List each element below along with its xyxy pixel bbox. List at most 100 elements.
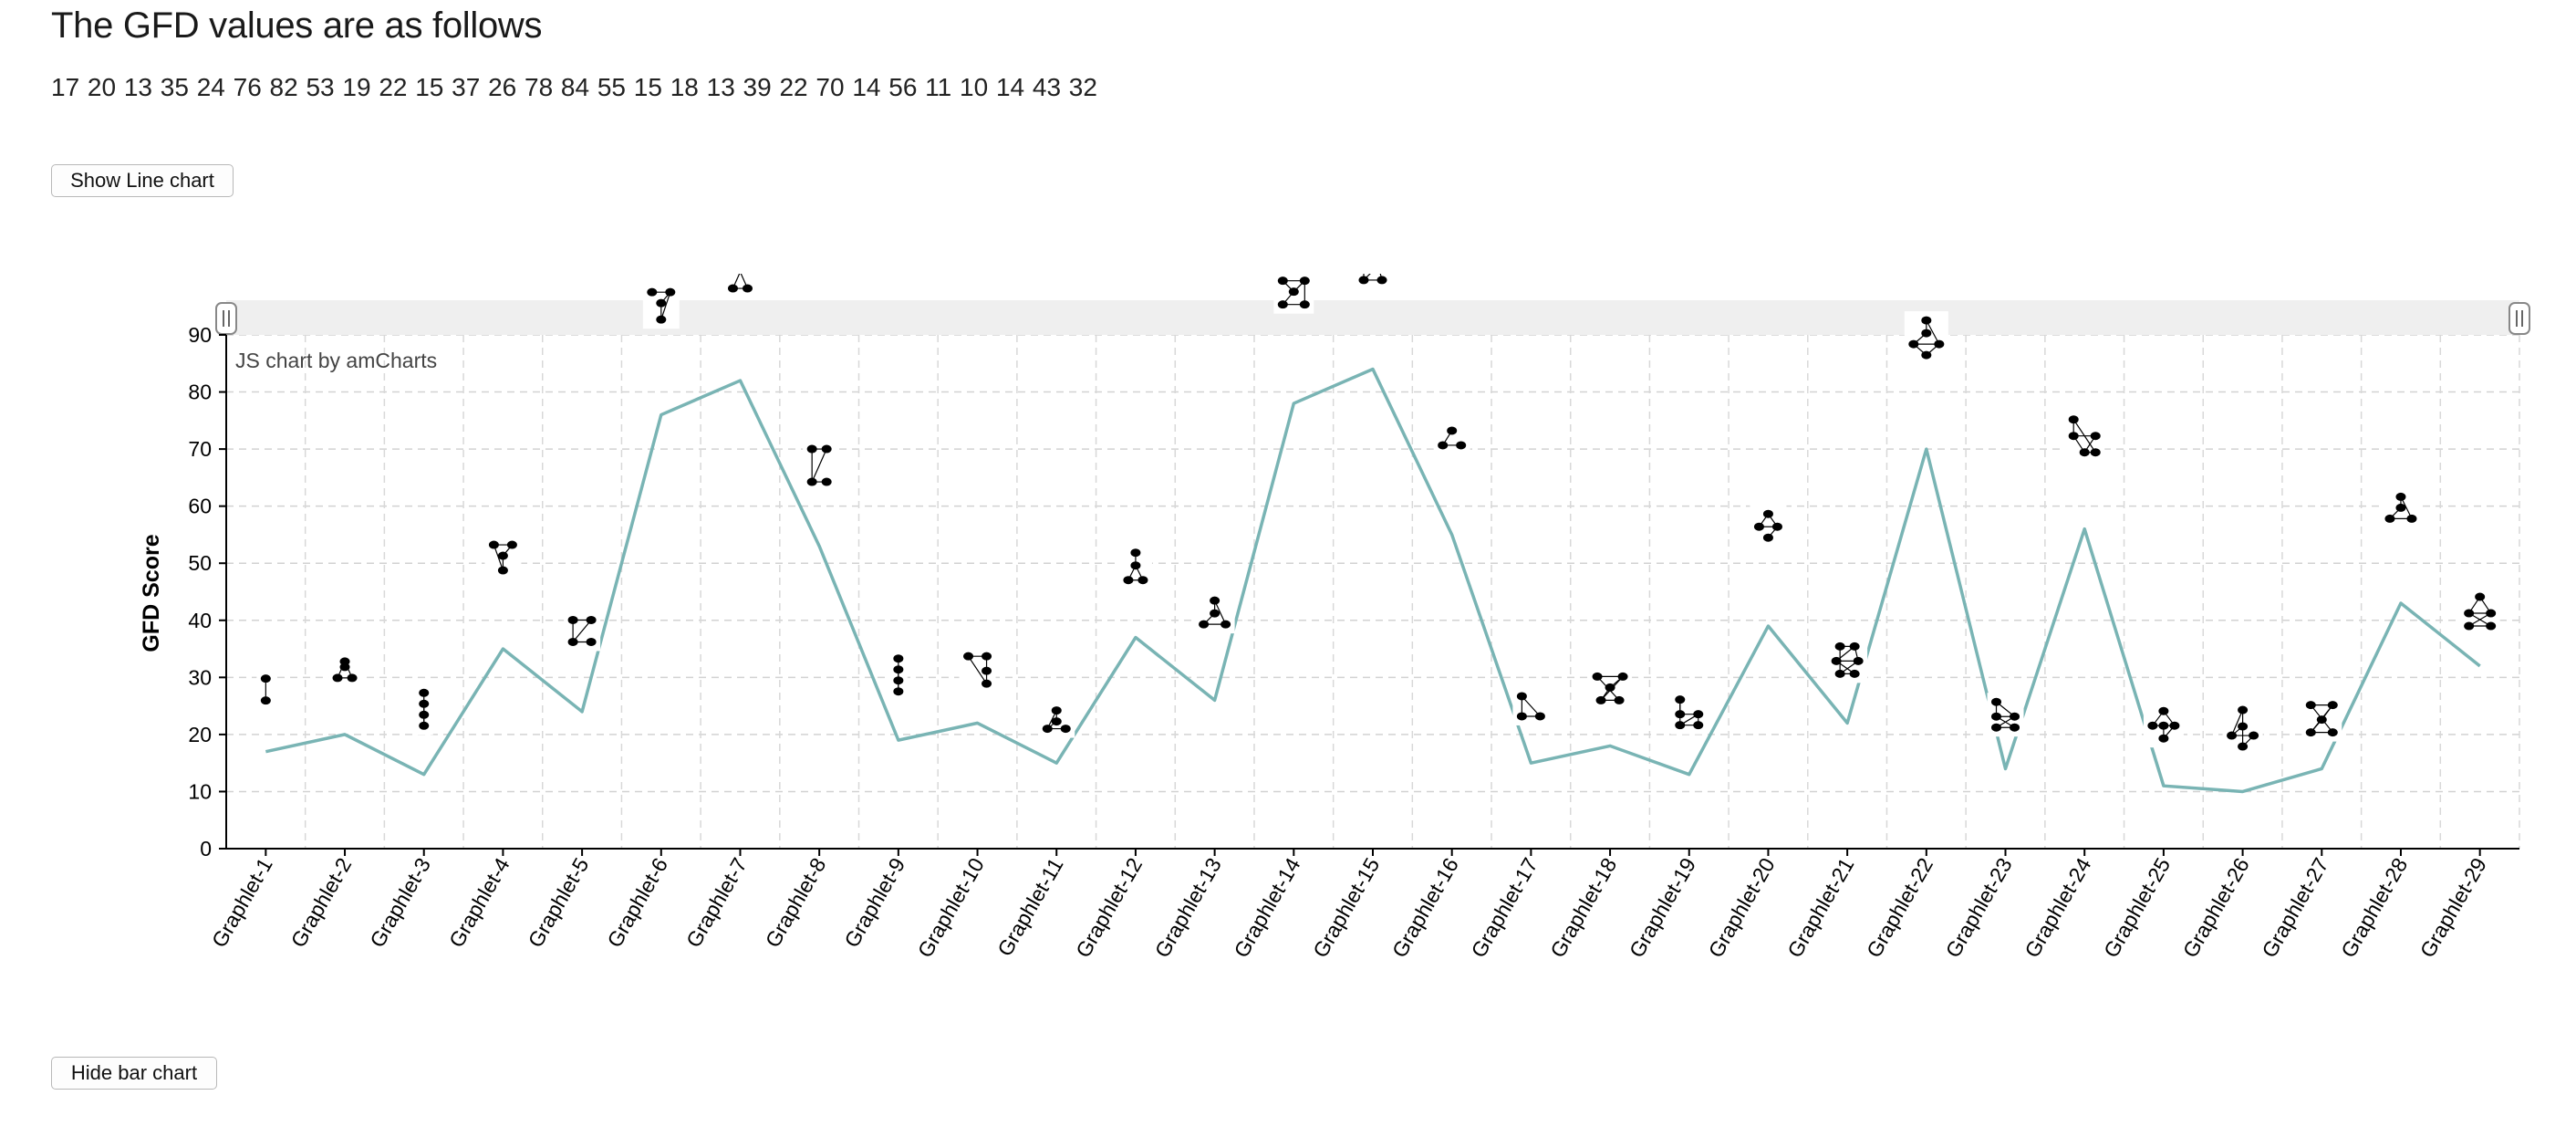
x-tick-label: Graphlet-15 (1308, 854, 1384, 962)
x-tick-label: Graphlet-5 (524, 854, 594, 952)
graphlet-node (806, 477, 817, 486)
show-line-chart-button[interactable]: Show Line chart (51, 164, 234, 197)
y-tick-label: 50 (188, 551, 212, 575)
graphlet-node (1908, 339, 1919, 349)
graphlet-node (2475, 592, 2486, 601)
x-tick-label: Graphlet-13 (1150, 854, 1226, 962)
scrollbar-right-handle[interactable] (2508, 302, 2530, 335)
graphlet-edge (1926, 319, 1940, 345)
graphlet-node (2090, 432, 2101, 441)
graphlet-node (347, 673, 358, 683)
graphlet-node (2227, 731, 2238, 740)
scrollbar-left-handle[interactable] (215, 302, 237, 335)
graphlet-node (1199, 620, 1210, 629)
graphlet-diagram-icon (1588, 667, 1633, 710)
graphlet-node (1456, 441, 1467, 450)
graphlet-node (2305, 701, 2316, 710)
graphlet-node (806, 444, 817, 454)
y-tick-labels: 0 10 20 30 40 50 60 70 80 90 (188, 323, 226, 861)
graphlet-diagram-icon (642, 283, 680, 329)
graphlet-node (1130, 561, 1141, 570)
graphlet-backdrop (723, 274, 757, 298)
graphlet-node (2316, 715, 2327, 725)
graphlet-node (1516, 692, 1527, 701)
chart-scrollbar[interactable] (215, 300, 2530, 335)
graphlet-edge (740, 274, 749, 289)
x-tick-label: Graphlet-29 (2415, 854, 2491, 962)
graphlet-diagram-icon (564, 610, 601, 652)
graphlet-node (2169, 721, 2180, 730)
y-tick-label: 30 (188, 665, 212, 689)
graphlet-edge (1379, 274, 1383, 281)
graphlet-node (2305, 728, 2316, 737)
scrollbar-track[interactable] (226, 300, 2519, 335)
graphlet-node (1693, 710, 1704, 719)
graphlet-node (2158, 734, 2169, 743)
graphlet-diagram-icon (1038, 701, 1075, 738)
graphlet-node (1762, 533, 1773, 542)
graphlet-node (1753, 522, 1764, 531)
graphlet-edge (572, 620, 592, 642)
graphlet-node (2406, 514, 2417, 523)
graphlet-node (1447, 426, 1458, 435)
y-tick-label: 0 (200, 837, 212, 861)
x-tick-label: Graphlet-4 (444, 853, 514, 951)
graphlet-edge (660, 291, 671, 320)
graphlet-node (419, 699, 430, 708)
x-tick-label: Graphlet-18 (1545, 854, 1621, 962)
x-tick-label: Graphlet-17 (1466, 854, 1542, 962)
graphlet-node (339, 662, 350, 672)
x-tick-label: Graphlet-23 (1941, 854, 2017, 962)
graphlet-diagram-icon (2301, 695, 2342, 742)
graphlet-diagram-icon (414, 683, 433, 735)
graphlet-node (2010, 723, 2020, 732)
graphlet-diagram-icon (1118, 543, 1152, 589)
hide-bar-chart-button[interactable]: Hide bar chart (51, 1057, 217, 1090)
graphlet-node (1534, 712, 1545, 721)
graphlet-node (1675, 721, 1686, 730)
y-tick-label: 90 (188, 323, 212, 347)
graphlet-node (419, 721, 430, 730)
graphlet-diagram-icon (723, 274, 757, 298)
graphlet-node (419, 710, 430, 719)
graphlet-diagram-icon (2064, 410, 2105, 462)
graphlet-node (1376, 276, 1387, 285)
graphlet-node (893, 654, 904, 663)
x-tick-label: Graphlet-24 (2020, 853, 2095, 961)
gfd-values-text: 17 20 13 35 24 76 82 53 19 22 15 37 26 7… (51, 73, 1097, 101)
x-tick-label: Graphlet-20 (1704, 854, 1780, 962)
graphlet-node (1358, 276, 1369, 285)
graphlet-backdrop (1433, 421, 1470, 454)
graphlet-node (1051, 717, 1062, 726)
graphlet-markers (256, 274, 2500, 756)
graphlet-diagram-icon (1194, 591, 1235, 634)
x-tick-label: Graphlet-1 (207, 854, 277, 952)
chart-credit[interactable]: JS chart by amCharts (235, 349, 437, 372)
graphlet-node (1831, 656, 1842, 665)
graphlet-node (260, 674, 271, 683)
graphlet-node (893, 687, 904, 696)
graphlet-node (586, 615, 597, 624)
graphlet-node (1051, 706, 1062, 715)
graphlet-edge (2231, 709, 2244, 736)
graphlet-diagram-icon (328, 652, 362, 687)
graphlet-node (727, 284, 738, 293)
graphlet-node (1675, 710, 1686, 719)
graphlet-diagram-icon (1670, 690, 1708, 735)
graphlet-node (1617, 672, 1628, 681)
graphlet-diagram-icon (2143, 702, 2184, 748)
graphlet-diagram-icon (1827, 637, 1868, 683)
graphlet-node (1614, 695, 1625, 704)
x-tick-label: Graphlet-7 (681, 854, 752, 952)
graphlet-node (497, 566, 508, 575)
graphlet-node (821, 444, 832, 454)
graphlet-node (656, 315, 667, 324)
graphlet-node (1137, 576, 1148, 585)
x-tick-label: Graphlet-9 (839, 854, 909, 952)
x-tick-label: Graphlet-11 (992, 854, 1067, 961)
graphlet-diagram-icon (2459, 588, 2500, 636)
graphlet-node (260, 696, 271, 705)
graphlet-node (1921, 316, 1932, 325)
graphlet-node (1934, 339, 1945, 349)
y-tick-label: 80 (188, 381, 212, 404)
